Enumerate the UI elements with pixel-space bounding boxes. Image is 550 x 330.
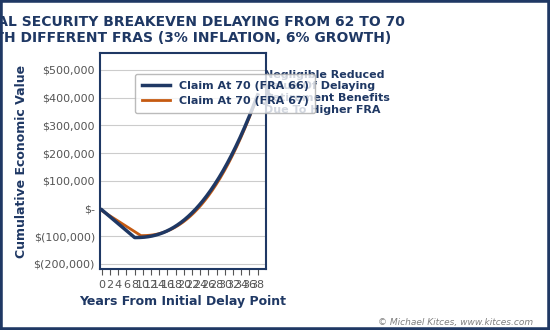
Claim At 70 (FRA 67)	[240, 129, 247, 133]
Claim At 70 (FRA 66)	[195, 205, 201, 209]
Line: Claim At 70 (FRA 67): Claim At 70 (FRA 67)	[102, 95, 258, 236]
Claim At 70 (FRA 67)	[138, 234, 144, 238]
Claim At 70 (FRA 67)	[230, 151, 237, 155]
Claim At 70 (FRA 66)	[255, 93, 261, 97]
Y-axis label: Cumulative Economic Value: Cumulative Economic Value	[15, 65, 28, 258]
Claim At 70 (FRA 67)	[98, 209, 105, 213]
Text: Negligible Reduced
Value Of Delaying
Retirement Benefits
Due To Higher FRA: Negligible Reduced Value Of Delaying Ret…	[264, 70, 390, 115]
Claim At 70 (FRA 67)	[195, 207, 201, 211]
Claim At 70 (FRA 67)	[192, 210, 199, 214]
Line: Claim At 70 (FRA 66): Claim At 70 (FRA 66)	[102, 95, 258, 238]
Claim At 70 (FRA 66)	[99, 208, 106, 212]
Title: SOCIAL SECURITY BREAKEVEN DELAYING FROM 62 TO 70
WITH DIFFERENT FRAS (3% INFLATI: SOCIAL SECURITY BREAKEVEN DELAYING FROM …	[0, 15, 405, 45]
Claim At 70 (FRA 66)	[230, 149, 237, 153]
Legend: Claim At 70 (FRA 66), Claim At 70 (FRA 67): Claim At 70 (FRA 66), Claim At 70 (FRA 6…	[135, 74, 315, 113]
X-axis label: Years From Initial Delay Point: Years From Initial Delay Point	[79, 295, 287, 309]
Claim At 70 (FRA 67)	[99, 209, 106, 213]
Text: }: }	[260, 85, 275, 105]
Claim At 70 (FRA 66)	[192, 208, 199, 212]
Claim At 70 (FRA 67)	[255, 93, 261, 97]
Claim At 70 (FRA 66)	[131, 236, 138, 240]
Claim At 70 (FRA 66)	[240, 128, 247, 132]
Claim At 70 (FRA 67)	[191, 210, 198, 214]
Claim At 70 (FRA 66)	[98, 208, 105, 212]
Text: © Michael Kitces, www.kitces.com: © Michael Kitces, www.kitces.com	[378, 318, 534, 327]
Claim At 70 (FRA 66)	[191, 208, 198, 212]
